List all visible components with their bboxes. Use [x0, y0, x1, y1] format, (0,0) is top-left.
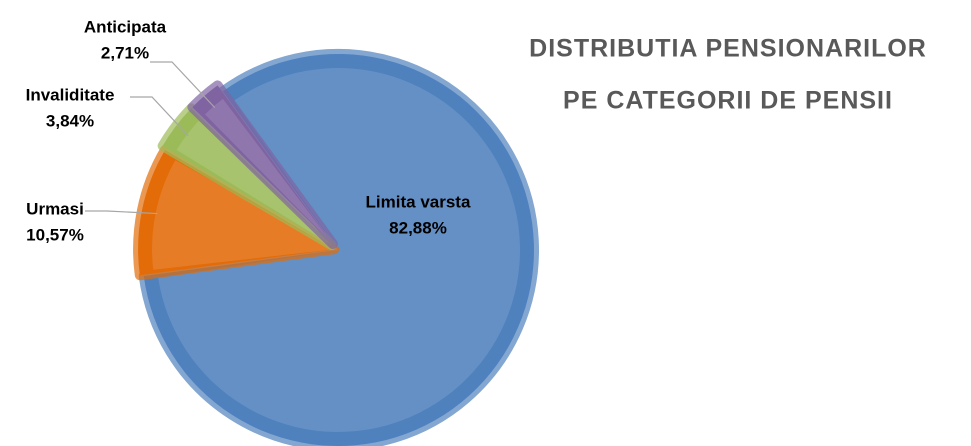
pie-slice-highlight — [176, 120, 332, 246]
data-label: Anticipata — [84, 17, 167, 36]
data-label: 82,88% — [389, 218, 447, 237]
pie-slice-highlight — [158, 67, 520, 433]
leader-line — [150, 61, 216, 109]
data-label: Invaliditate — [26, 85, 115, 104]
pie-slice-highlight — [152, 160, 335, 270]
leader-line — [130, 96, 189, 137]
data-label: Urmasi — [26, 199, 84, 218]
pie-slice-highlight — [204, 98, 333, 244]
data-label: 2,71% — [101, 43, 149, 62]
pie-slice — [133, 144, 340, 281]
chart-title: PE CATEGORII DE PENSII — [563, 87, 893, 115]
data-label: 10,57% — [26, 225, 84, 244]
data-label: Limita varsta — [366, 192, 471, 211]
leader-line — [85, 210, 158, 215]
chart-title: DISTRIBUTIA PENSIONARILOR — [529, 35, 927, 63]
data-label: 3,84% — [46, 111, 94, 130]
pie-slice — [187, 80, 338, 249]
